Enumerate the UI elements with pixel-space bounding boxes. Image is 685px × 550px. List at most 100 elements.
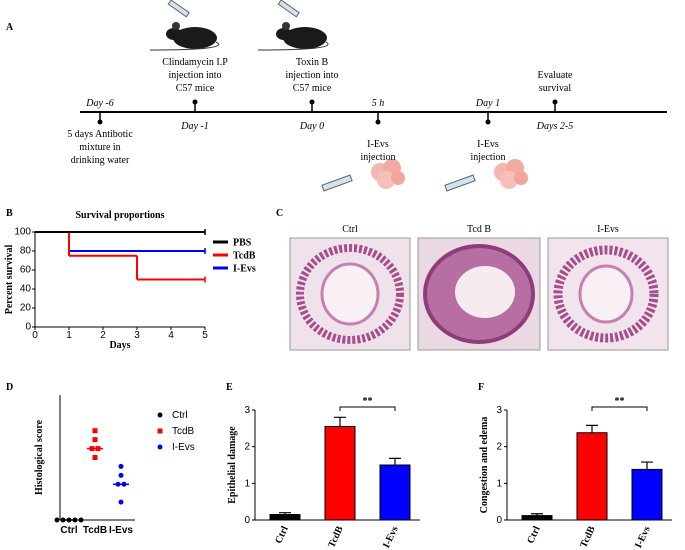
x-tick-label: Ctrl	[60, 525, 77, 536]
x-tick-label: TcdB	[326, 524, 346, 549]
y-axis-label: Epithelial damage	[227, 426, 238, 504]
timeline-text: injection into	[168, 70, 221, 81]
dot	[92, 437, 98, 443]
x-tick-label: I-Evs	[109, 525, 133, 536]
timeline-text: C57 mice	[176, 83, 215, 94]
legend-label: TcdB	[172, 426, 195, 437]
x-tick-label: 5	[202, 330, 208, 341]
significance-label: **	[615, 396, 625, 407]
legend-label: I-Evs	[172, 442, 195, 453]
timeline-text: Evaluate	[538, 70, 574, 81]
timeline-text: injection into	[285, 70, 338, 81]
significance-bracket	[591, 406, 648, 411]
significance-label: **	[363, 396, 373, 407]
histology-image	[417, 237, 541, 351]
panel-label: C	[276, 208, 283, 219]
timeline-text: injection	[471, 152, 506, 163]
injection-icon	[321, 159, 405, 192]
error-bar	[641, 461, 653, 470]
legend-label: I-Evs	[233, 264, 256, 275]
y-tick-label: 3	[496, 405, 502, 416]
y-tick-label: 2	[244, 442, 250, 453]
legend-label: Ctrl	[172, 410, 188, 421]
y-tick-label: 80	[20, 246, 32, 257]
timeline-text: Day 0	[299, 121, 324, 132]
dot	[92, 455, 98, 460]
x-tick-label: TcdB	[578, 524, 598, 549]
timeline-text: injection	[361, 152, 396, 163]
timeline-text: 5 h	[372, 98, 385, 109]
y-axis-label: Congestion and edema	[479, 417, 490, 514]
error-bar	[334, 416, 346, 427]
dot	[118, 472, 124, 478]
legend-swatch	[157, 412, 163, 418]
bar	[269, 514, 301, 521]
timeline-text: mixture in	[79, 142, 120, 153]
x-tick-label: 4	[168, 330, 174, 341]
bar	[324, 426, 356, 521]
timeline-text: Clindamycin I.P	[162, 57, 228, 68]
injection-icon	[444, 159, 528, 192]
y-tick-label: 60	[20, 265, 32, 276]
y-axis-label: Histological score	[34, 419, 45, 495]
timeline-text: I-Evs	[367, 139, 389, 150]
y-tick-label: 3	[244, 405, 250, 416]
x-tick-label: 1	[66, 330, 72, 341]
timeline-text: survival	[539, 83, 571, 94]
timeline-dot	[485, 119, 491, 125]
y-tick-label: 2	[496, 442, 502, 453]
y-tick-label: 40	[20, 284, 32, 295]
chart-title: Survival proportions	[76, 210, 165, 221]
mouse-icon	[149, 0, 219, 51]
image-label: Ctrl	[342, 224, 358, 235]
y-tick-label: 0	[25, 322, 31, 333]
bar	[521, 515, 553, 521]
x-axis-label: Days	[109, 340, 130, 351]
image-label: Tcd B	[467, 224, 491, 235]
histology-image	[547, 237, 669, 351]
image-label: I-Evs	[597, 224, 619, 235]
timeline-text: Toxin B	[296, 57, 329, 68]
legend-swatch	[157, 428, 163, 434]
histology-image	[289, 237, 411, 351]
error-bar	[586, 424, 598, 433]
y-tick-label: 100	[14, 227, 31, 238]
x-tick-label: 0	[32, 330, 38, 341]
timeline-dot	[552, 99, 558, 105]
timeline-text: drinking water	[71, 155, 130, 166]
dot	[92, 428, 98, 434]
timeline-dot	[375, 119, 381, 125]
panel-label: E	[226, 382, 233, 393]
legend-swatch	[157, 444, 163, 450]
x-tick-label: I-Evs	[381, 525, 401, 550]
timeline-text: Day 1	[475, 98, 500, 109]
x-tick-label: Ctrl	[525, 524, 543, 545]
bar	[631, 468, 663, 521]
dot	[118, 463, 124, 469]
x-tick-label: I-Evs	[633, 525, 653, 550]
timeline-dot	[97, 119, 103, 125]
timeline-text: Day -6	[85, 98, 114, 109]
panel-label: D	[6, 382, 13, 393]
dot	[78, 517, 84, 523]
timeline-text: Day -1	[180, 121, 209, 132]
timeline-dot	[192, 99, 198, 105]
bar	[379, 464, 411, 521]
panel-label: B	[6, 208, 13, 219]
error-bar	[279, 512, 291, 515]
y-tick-label: 0	[244, 515, 250, 526]
timeline-text: I-Evs	[477, 139, 499, 150]
y-tick-label: 0	[496, 515, 502, 526]
error-bar	[531, 513, 543, 516]
x-tick-label: 3	[134, 330, 140, 341]
legend-label: TcdB	[233, 251, 256, 262]
timeline-dot	[309, 99, 315, 105]
bar	[576, 432, 608, 521]
x-tick-label: Ctrl	[273, 524, 291, 545]
dot	[118, 499, 124, 505]
error-bar	[389, 457, 401, 465]
dot	[54, 517, 60, 523]
panel-label: F	[478, 382, 484, 393]
mouse-icon	[257, 0, 329, 51]
y-tick-label: 1	[496, 478, 502, 489]
